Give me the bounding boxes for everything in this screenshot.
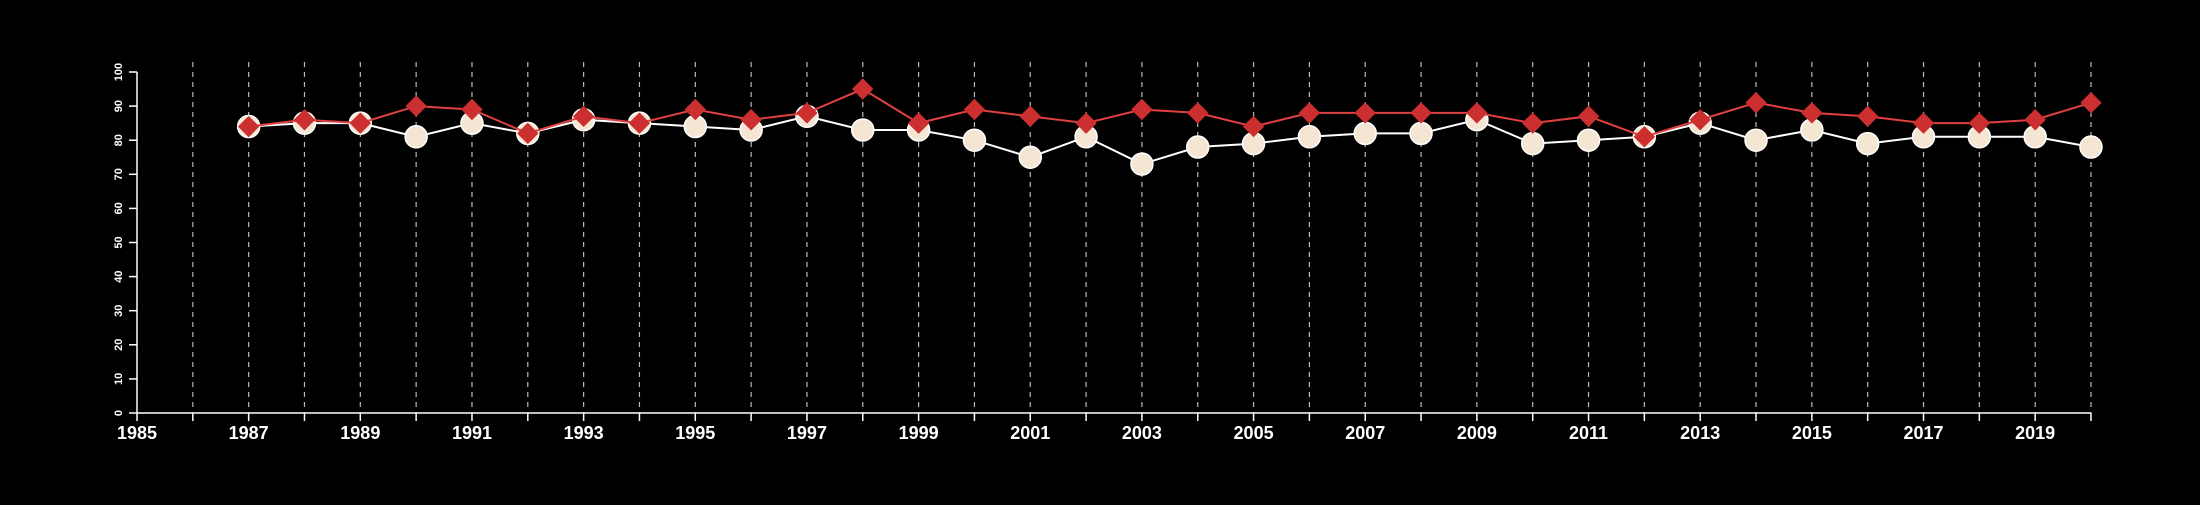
grid-layer xyxy=(192,62,2092,413)
x-tick-label: 1999 xyxy=(899,423,939,443)
data-point-diamond xyxy=(1242,115,1265,138)
data-point-diamond xyxy=(796,102,818,124)
data-point-circle xyxy=(1520,131,1545,156)
y-tick-label: 100 xyxy=(113,63,125,81)
x-tick-label: 2015 xyxy=(1792,423,1832,443)
data-point-circle xyxy=(1855,131,1880,156)
data-point-circle xyxy=(404,125,428,149)
data-point-diamond xyxy=(349,112,372,134)
y-tick-label: 60 xyxy=(113,202,125,214)
x-tick-label: 2017 xyxy=(1903,423,1943,443)
axis-layer: 0 10 20 30 40 50 60 70 80 90 100 1985 1987 1989 1991 19… xyxy=(113,63,2092,443)
data-point-diamond xyxy=(293,109,316,131)
data-point-diamond xyxy=(1298,102,1321,124)
x-tick-label: 1995 xyxy=(675,423,715,443)
data-point-diamond xyxy=(405,95,427,117)
data-point-diamond xyxy=(1912,112,1935,134)
data-point-circle xyxy=(962,128,987,152)
data-point-diamond xyxy=(1187,102,1209,124)
data-point-diamond xyxy=(852,78,874,100)
y-tick-label: 10 xyxy=(113,373,125,385)
x-tick-label: 2009 xyxy=(1457,423,1497,443)
y-tick-label: 20 xyxy=(113,339,125,351)
y-tick-label: 90 xyxy=(113,100,125,112)
series-line-diamond xyxy=(248,87,2092,138)
data-point-diamond xyxy=(1075,112,1097,134)
data-point-diamond xyxy=(1577,105,1600,128)
data-point-circle xyxy=(1744,128,1768,152)
data-point-diamond xyxy=(1019,105,1041,128)
x-tick-label: 2007 xyxy=(1345,423,1385,443)
data-point-diamond xyxy=(1522,112,1544,134)
data-point-diamond xyxy=(572,105,595,128)
data-point-diamond xyxy=(2080,91,2102,114)
x-tick-label: 2019 xyxy=(2015,423,2055,443)
data-point-diamond xyxy=(1410,102,1432,124)
x-tick-label: 1997 xyxy=(787,423,827,443)
data-point-diamond xyxy=(740,109,762,131)
data-point-diamond xyxy=(1354,102,1376,124)
y-tick-label: 70 xyxy=(113,168,125,180)
data-point-diamond xyxy=(1801,102,1823,124)
x-tick-label: 2013 xyxy=(1680,423,1720,443)
data-point-circle xyxy=(1576,128,1601,152)
data-point-diamond xyxy=(1968,112,1991,134)
x-tick-label: 2003 xyxy=(1122,423,1162,443)
data-point-circle xyxy=(1409,121,1433,146)
data-point-diamond xyxy=(628,112,651,134)
x-tick-label: 2005 xyxy=(1234,423,1274,443)
data-point-diamond xyxy=(1856,105,1879,128)
y-tick-label: 50 xyxy=(113,236,125,248)
x-tick-label: 1987 xyxy=(229,423,269,443)
data-point-circle xyxy=(1297,125,1322,149)
data-point-circle xyxy=(1018,145,1043,169)
data-point-diamond xyxy=(907,112,930,134)
x-tick-label: 1985 xyxy=(117,423,157,443)
data-point-diamond xyxy=(1466,102,1488,124)
data-point-diamond xyxy=(517,122,539,145)
data-point-diamond xyxy=(461,98,483,121)
x-tick-label: 2001 xyxy=(1010,423,1050,443)
series-circle xyxy=(236,104,2103,176)
data-point-diamond xyxy=(1689,109,1711,131)
series-layer xyxy=(236,78,2103,176)
data-point-diamond xyxy=(684,98,706,121)
data-point-diamond xyxy=(1745,91,1767,114)
data-point-diamond xyxy=(237,115,260,138)
y-tick-label: 30 xyxy=(113,305,125,317)
series-line-circle xyxy=(248,115,2092,166)
x-tick-label: 1991 xyxy=(452,423,492,443)
data-point-circle xyxy=(851,118,875,142)
x-tick-label: 1993 xyxy=(564,423,604,443)
y-tick-label: 40 xyxy=(113,270,125,282)
data-point-diamond xyxy=(963,98,986,121)
data-point-circle xyxy=(2079,135,2103,159)
data-point-circle xyxy=(1353,121,1377,146)
y-tick-label: 80 xyxy=(113,134,125,146)
y-tick-label: 0 xyxy=(113,410,125,416)
data-point-diamond xyxy=(1633,126,1656,148)
x-tick-label: 2011 xyxy=(1569,423,1608,443)
data-point-circle xyxy=(1130,152,1154,176)
data-point-diamond xyxy=(2024,109,2046,131)
x-tick-label: 1989 xyxy=(340,423,380,443)
series-diamond xyxy=(237,78,2102,148)
data-point-diamond xyxy=(1131,98,1153,121)
data-point-circle xyxy=(1185,135,1210,159)
